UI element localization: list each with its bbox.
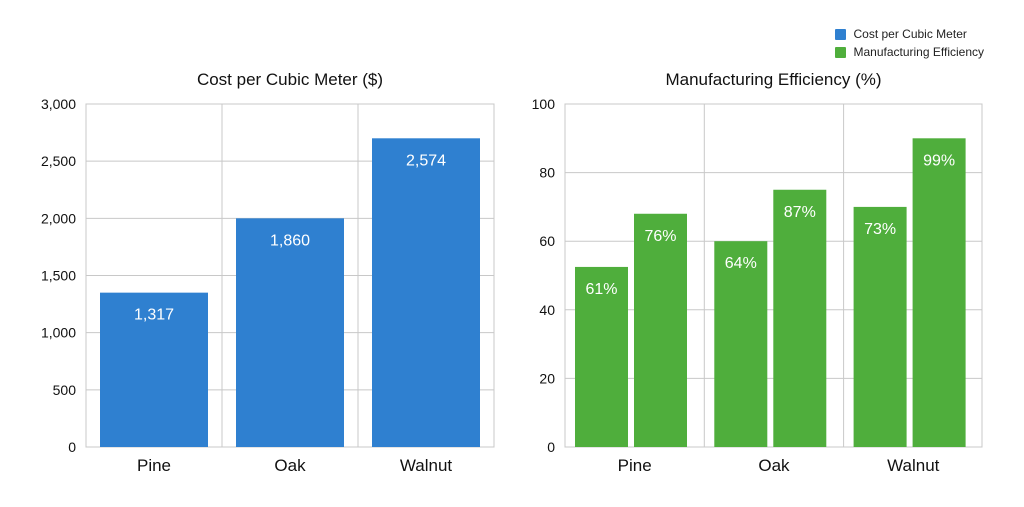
data-label-0-0-1: 1,860 [270,232,310,249]
y-tick-label-0-1: 500 [53,382,77,398]
x-tick-label-0-0: Pine [137,456,171,475]
legend-swatch-cost [835,28,847,40]
y-tick-label-0-2: 1,000 [41,325,76,341]
bar-0-0-0 [100,292,208,447]
y-tick-label-0-3: 1,500 [41,268,76,284]
bar-0-0-2 [372,138,480,448]
y-tick-label-1-4: 80 [539,165,555,181]
x-tick-label-1-1: Oak [758,456,790,475]
data-label-1-0-0: 61% [585,281,617,298]
legend-label-efficiency: Manufacturing Efficiency [853,45,984,59]
data-label-1-0-2: 73% [864,221,896,238]
data-label-1-1-0: 76% [644,228,676,245]
data-label-1-1-2: 99% [923,152,955,169]
bar-1-0-0 [575,266,628,447]
y-tick-label-1-3: 60 [539,233,555,249]
bar-1-1-1 [773,189,827,447]
bar-0-0-1 [236,218,344,447]
legend-swatch-efficiency [835,46,847,58]
chart-title-1: Manufacturing Efficiency (%) [665,70,881,89]
y-tick-label-0-5: 2,500 [41,153,76,169]
bar-1-0-1 [714,241,768,447]
y-tick-label-1-5: 100 [532,96,556,112]
x-tick-label-1-2: Walnut [887,456,940,475]
data-label-0-0-0: 1,317 [134,307,174,324]
y-tick-label-1-2: 40 [539,302,555,318]
data-label-1-1-1: 87% [784,204,816,221]
legend-item-cost: Cost per Cubic Meter [835,25,984,43]
chart-title-0: Cost per Cubic Meter ($) [197,70,383,89]
bar-1-1-0 [634,213,687,447]
x-tick-label-0-1: Oak [274,456,306,475]
data-label-0-0-2: 2,574 [406,152,446,169]
x-tick-label-0-2: Walnut [400,456,453,475]
x-tick-label-1-0: Pine [618,456,652,475]
legend: Cost per Cubic Meter Manufacturing Effic… [835,25,984,61]
bar-1-1-2 [912,138,966,448]
legend-item-efficiency: Manufacturing Efficiency [835,43,984,61]
bar-1-0-2 [853,206,907,447]
legend-label-cost: Cost per Cubic Meter [853,27,967,41]
y-tick-label-1-0: 0 [547,439,555,455]
y-tick-label-0-0: 0 [68,439,76,455]
y-tick-label-0-4: 2,000 [41,210,76,226]
data-label-1-0-1: 64% [725,255,757,272]
y-tick-label-1-1: 20 [539,370,555,386]
y-tick-label-0-6: 3,000 [41,96,76,112]
